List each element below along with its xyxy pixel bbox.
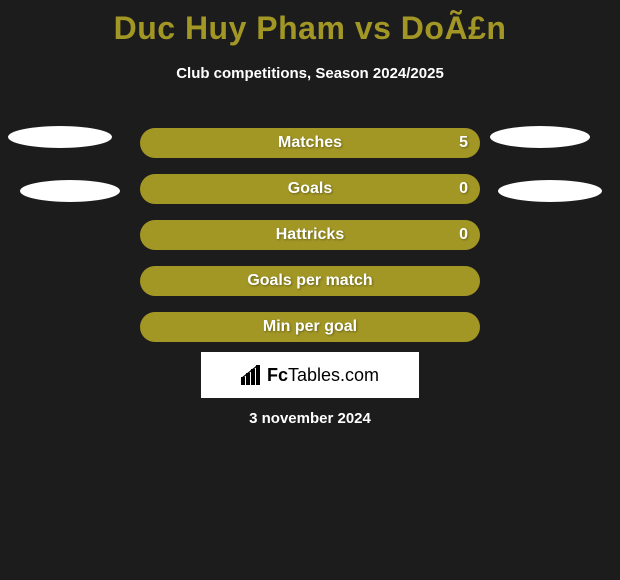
stat-row: Goals per match (0, 258, 620, 304)
brand-logo: FcTables.com (201, 352, 419, 398)
bar-label: Hattricks (140, 226, 480, 244)
placeholder-ellipse (20, 180, 120, 202)
value-right: 5 (459, 134, 468, 152)
bar-label: Matches (140, 134, 480, 152)
placeholder-ellipse (498, 180, 602, 202)
brand-thin: Tables (288, 365, 340, 385)
bar-label: Min per goal (140, 318, 480, 336)
placeholder-ellipse (490, 126, 590, 148)
date-label: 3 november 2024 (0, 410, 620, 427)
stat-row: Min per goal (0, 304, 620, 350)
value-right: 0 (459, 226, 468, 244)
subtitle: Club competitions, Season 2024/2025 (0, 65, 620, 82)
brand-suffix: .com (340, 365, 379, 385)
brand-text: FcTables.com (267, 365, 379, 386)
stats-rows: Matches5Goals0Hattricks0Goals per matchM… (0, 120, 620, 350)
bar-label: Goals per match (140, 272, 480, 290)
page-title: Duc Huy Pham vs DoÃ£n (0, 0, 620, 47)
stat-row: Hattricks0 (0, 212, 620, 258)
bar-chart-icon (241, 365, 263, 385)
value-right: 0 (459, 180, 468, 198)
placeholder-ellipse (8, 126, 112, 148)
brand-bold: Fc (267, 365, 288, 385)
bar-label: Goals (140, 180, 480, 198)
